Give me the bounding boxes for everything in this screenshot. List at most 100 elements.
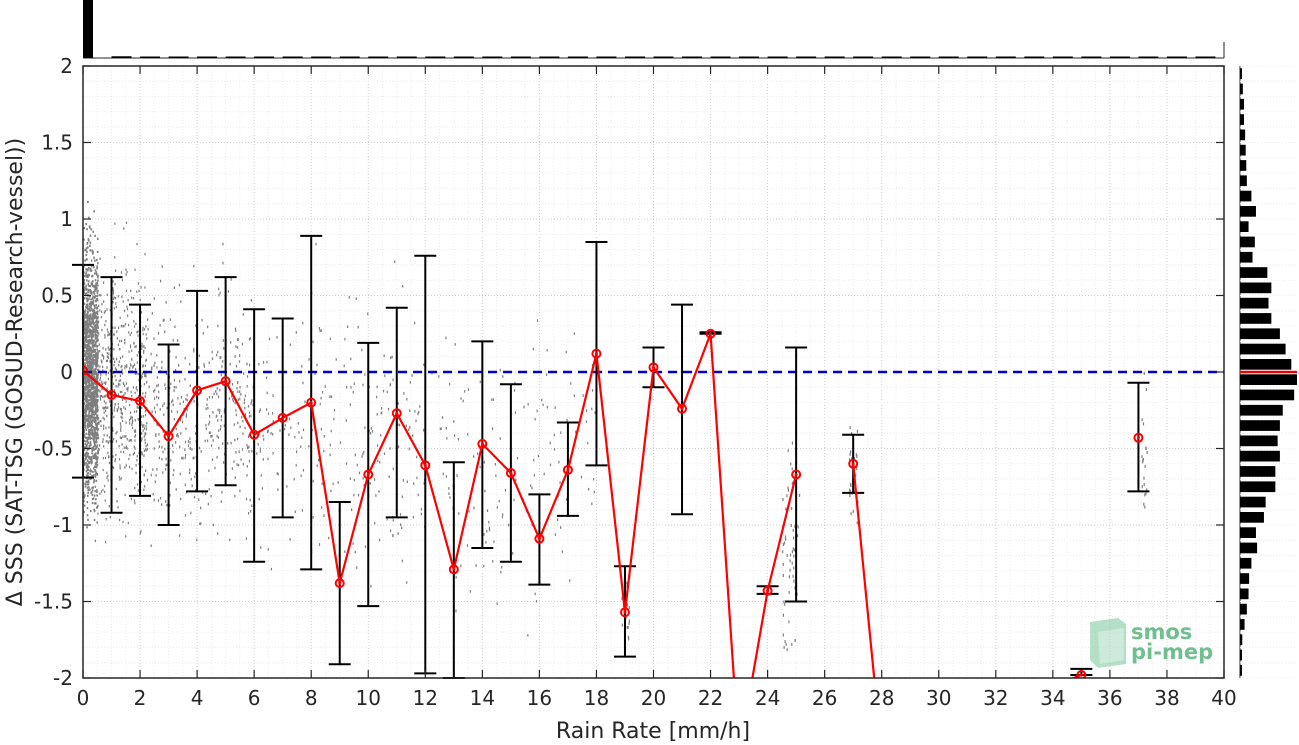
side-hist-bar <box>1240 190 1252 202</box>
scatter-point <box>121 355 124 358</box>
scatter-point <box>126 447 128 450</box>
scatter-point <box>86 391 88 395</box>
scatter-point <box>143 328 146 331</box>
scatter-point <box>84 388 86 391</box>
scatter-point <box>784 535 787 539</box>
scatter-point <box>119 464 121 467</box>
scatter-point <box>126 437 128 441</box>
scatter-point <box>141 452 143 456</box>
scatter-point <box>216 387 218 390</box>
scatter-point <box>158 433 160 436</box>
scatter-point <box>116 409 118 413</box>
scatter-point <box>250 402 252 405</box>
scatter-point <box>179 379 181 383</box>
scatter-point <box>87 330 89 334</box>
scatter-point <box>462 399 464 403</box>
median-line-segment <box>852 463 1082 678</box>
side-hist-bar <box>1240 251 1253 263</box>
scatter-point <box>85 268 87 271</box>
scatter-point <box>134 428 136 432</box>
scatter-point <box>236 463 238 466</box>
scatter-point <box>85 388 87 392</box>
scatter-point <box>302 428 305 432</box>
scatter-point <box>119 374 122 378</box>
scatter-point <box>175 355 177 359</box>
scatter-point <box>133 499 136 502</box>
scatter-point <box>86 387 89 390</box>
scatter-point <box>89 440 92 444</box>
scatter-point <box>789 568 791 572</box>
scatter-point <box>85 247 88 250</box>
scatter-point <box>230 278 232 281</box>
scatter-point <box>94 370 97 374</box>
scatter-point <box>103 300 105 303</box>
scatter-point <box>107 356 110 360</box>
scatter-point <box>96 329 98 332</box>
scatter-point <box>93 330 95 333</box>
scatter-point <box>560 526 562 529</box>
scatter-point <box>184 448 186 451</box>
scatter-point <box>88 410 91 413</box>
y-tick-label: -1 <box>53 513 73 537</box>
scatter-point <box>477 452 479 456</box>
scatter-point <box>105 406 107 410</box>
scatter-point <box>200 522 202 525</box>
scatter-point <box>84 436 87 439</box>
scatter-point <box>92 375 94 378</box>
scatter-point <box>790 524 792 528</box>
scatter-point <box>234 355 236 358</box>
scatter-point <box>86 364 89 368</box>
scatter-point <box>92 413 95 416</box>
scatter-point <box>223 347 225 350</box>
scatter-point <box>187 440 189 443</box>
scatter-point <box>176 410 179 414</box>
scatter-point <box>101 380 103 384</box>
scatter-point <box>1141 455 1143 459</box>
scatter-point <box>153 337 155 340</box>
scatter-point <box>89 351 91 354</box>
scatter-point <box>96 456 99 460</box>
scatter-point <box>125 273 127 276</box>
scatter-point <box>369 431 372 435</box>
scatter-point <box>113 363 115 367</box>
scatter-point <box>97 447 99 451</box>
scatter-point <box>112 280 114 283</box>
scatter-point <box>257 443 259 446</box>
scatter-point <box>92 410 95 414</box>
scatter-point <box>94 325 97 328</box>
scatter-point <box>83 377 86 380</box>
scatter-point <box>96 461 98 464</box>
scatter-point <box>156 384 158 388</box>
scatter-point <box>93 210 95 213</box>
scatter-point <box>112 382 115 386</box>
scatter-point <box>137 372 139 376</box>
scatter-point <box>100 359 103 362</box>
scatter-point <box>93 328 96 331</box>
scatter-point <box>301 364 303 368</box>
scatter-point <box>94 334 97 337</box>
scatter-point <box>116 430 118 434</box>
scatter-point <box>104 409 107 413</box>
scatter-point <box>316 363 318 367</box>
scatter-point <box>376 444 379 447</box>
scatter-point <box>108 436 111 439</box>
scatter-point <box>129 419 131 422</box>
scatter-point <box>95 303 97 307</box>
scatter-point <box>83 376 85 379</box>
scatter-point <box>89 436 92 439</box>
scatter-point <box>412 434 414 437</box>
scatter-point <box>295 450 298 454</box>
scatter-point <box>112 440 114 443</box>
scatter-point <box>84 386 86 389</box>
scatter-point <box>83 362 86 365</box>
scatter-point <box>119 390 121 394</box>
scatter-point <box>98 293 100 297</box>
scatter-point <box>89 328 91 332</box>
scatter-point <box>160 496 162 500</box>
scatter-point <box>120 450 122 454</box>
scatter-point <box>1143 483 1145 487</box>
median-marker-dot <box>851 462 855 466</box>
scatter-point <box>83 439 86 442</box>
scatter-point <box>1142 422 1145 426</box>
scatter-point <box>485 540 487 544</box>
